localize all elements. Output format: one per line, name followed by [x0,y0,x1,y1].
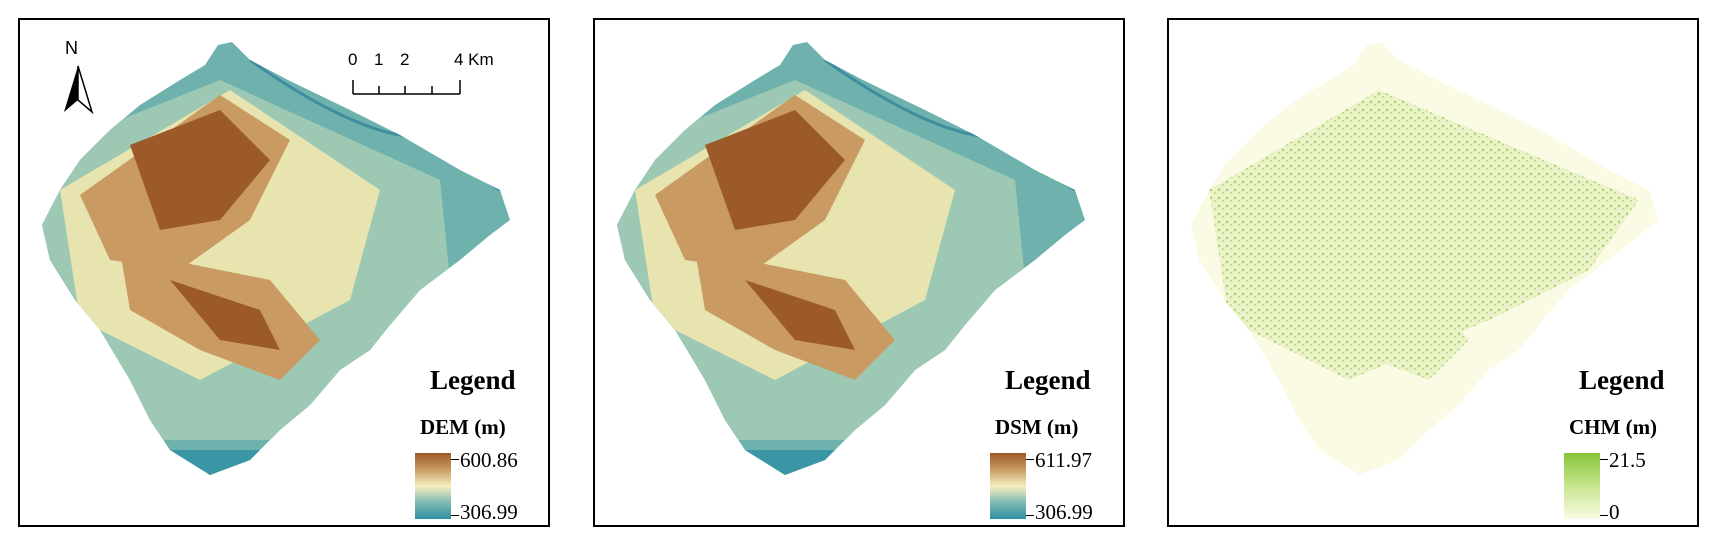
scale-label-2: 2 [400,50,410,69]
ramp-min-label: 0 [1609,500,1620,524]
color-ramp [415,453,451,519]
north-label: N [65,38,78,58]
legend-variable: DEM (m) [420,415,506,439]
chm-map [1191,42,1659,475]
ramp-max-label: 21.5 [1609,448,1646,472]
scale-label-0: 0 [348,50,358,69]
legend-title: Legend [1005,365,1091,395]
legend-variable: DSM (m) [995,415,1079,439]
legend: Legend DEM (m) 600.86 306.99 [415,365,548,525]
dem-map [42,42,510,475]
legend-title: Legend [1579,365,1665,395]
ramp-max-label: 611.97 [1035,448,1092,472]
dsm-map [617,42,1085,475]
ramp-min-tick [451,515,459,516]
legend-variable: CHM (m) [1569,415,1658,439]
ramp-min-label: 306.99 [460,500,518,524]
ramp-min-label: 306.99 [1035,500,1093,524]
ramp-max-tick [1026,459,1034,460]
scale-label-4: 4 Km [454,50,494,69]
legend: Legend CHM (m) 21.5 0 [1564,365,1697,525]
dsm-map-panel: Legend DSM (m) 611.97 306.99 [593,18,1125,527]
ramp-min-tick [1026,515,1034,516]
legend-title: Legend [430,365,516,395]
ramp-max-label: 600.86 [460,448,518,472]
north-arrow-icon [58,38,98,118]
dem-map-panel: N 0 1 2 4 Km Legend DEM (m) 600.86 306.9… [18,18,550,527]
scale-bar: 0 1 2 4 Km [348,50,518,100]
color-ramp [1564,453,1600,519]
ramp-max-tick [451,459,459,460]
ramp-max-tick [1600,459,1608,460]
scale-label-1: 1 [374,50,384,69]
color-ramp [990,453,1026,519]
ramp-min-tick [1600,515,1608,516]
legend: Legend DSM (m) 611.97 306.99 [990,365,1123,525]
chm-map-panel: Legend CHM (m) 21.5 0 [1167,18,1699,527]
